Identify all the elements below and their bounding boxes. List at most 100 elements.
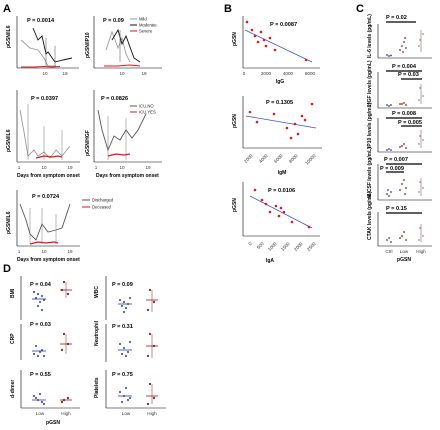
b2-ylabel: pGSN <box>232 114 238 128</box>
panel-c-label: C <box>356 3 364 15</box>
svg-text:0: 0 <box>243 71 246 76</box>
a2-legend: Mild Moderate Severe <box>130 17 157 34</box>
svg-text:Low: Low <box>36 411 45 416</box>
svg-text:2000: 2000 <box>293 241 304 252</box>
svg-text:Low: Low <box>122 411 131 416</box>
c1-ylabel: IL-6 levels (pg/mL) <box>367 14 373 58</box>
svg-text:19: 19 <box>67 165 73 170</box>
panel-d6: Platelets P = 0.75 Low High <box>94 370 166 416</box>
a1-pvalue: P = 0.0014 <box>27 18 55 24</box>
panel-d3: CRP P = 0.03 <box>10 322 72 360</box>
panel-b3: pGSN P = 0.0106 0 500 1000 1500 2000 250… <box>232 182 320 264</box>
svg-text:10: 10 <box>41 165 47 170</box>
d1-ylabel: BMI <box>10 288 16 298</box>
svg-text:Discharged: Discharged <box>92 198 114 203</box>
b3-pvalue: P = 0.0106 <box>268 188 295 194</box>
svg-text:Low: Low <box>400 249 409 254</box>
a3-pvalue: P = 0.0397 <box>31 96 58 102</box>
svg-text:ICU.NO: ICU.NO <box>139 104 154 109</box>
c4-ylabel: M-CSF levels (pg/mL) <box>367 147 373 198</box>
b3-xlabel: IgA <box>266 258 274 264</box>
d-xlabel-left: pGSN <box>46 420 60 426</box>
panel-a3: pGSN/IL6 P = 0.0397 1 10 19 Days from sy… <box>6 90 80 179</box>
panel-b1: pGSN P = 0.0087 0 2000 4000 6000 IgG <box>232 16 320 85</box>
panel-d-label: D <box>3 263 11 275</box>
a5-ylabel: pGSN/IL6 <box>6 211 12 234</box>
c-xlabel: pGSN <box>397 257 411 263</box>
a4-xlabel: Days from symptom onset <box>96 173 159 179</box>
a5-legend: Discharged Deceased <box>82 198 114 210</box>
c3-pvalue-2: P = 0.005 <box>398 120 422 126</box>
svg-text:1: 1 <box>95 165 98 170</box>
svg-text:High: High <box>147 411 157 416</box>
panel-d4: Neutrophil P = 0.31 <box>94 320 158 362</box>
panel-a-label: A <box>3 3 11 15</box>
c3-pvalue-1: P = 0.008 <box>392 111 416 117</box>
svg-text:19: 19 <box>67 249 73 254</box>
d1-pvalue: P = 0.04 <box>30 282 52 288</box>
svg-text:Mild: Mild <box>139 17 147 22</box>
a5-pvalue: P = 0.0724 <box>32 194 60 200</box>
svg-text:10: 10 <box>41 249 47 254</box>
svg-text:0: 0 <box>247 241 253 247</box>
panel-d1: BMI P = 0.04 <box>10 276 72 320</box>
d6-ylabel: Platelets <box>94 377 100 398</box>
panel-d2: WBC P = 0.09 <box>94 276 158 320</box>
svg-text:Moderate: Moderate <box>139 23 157 28</box>
panel-b-label: B <box>224 3 232 15</box>
a3-xlabel: Days from symptom onset <box>17 173 80 179</box>
d3-pvalue: P = 0.03 <box>30 322 51 328</box>
b3-ylabel: pGSN <box>232 198 238 212</box>
svg-text:1: 1 <box>18 249 21 254</box>
svg-text:6000: 6000 <box>305 71 316 76</box>
svg-text:1500: 1500 <box>280 241 291 252</box>
panel-c-plots: IL-6 levels (pg/mL) P = 0.02 HGF levels … <box>367 14 432 263</box>
panel-a4: pGSN/HGF P = 0.0826 ICU.NO ICU.YES 1 10 … <box>85 90 162 179</box>
svg-text:High: High <box>61 411 71 416</box>
c2-ylabel: HGF levels (pg/mL) <box>367 60 373 106</box>
d4-ylabel: Neutrophil <box>94 320 100 346</box>
b1-ylabel: pGSN <box>232 32 238 46</box>
a4-pvalue: P = 0.0826 <box>101 96 128 102</box>
svg-text:Ctrl: Ctrl <box>385 249 392 254</box>
c2-pvalue-1: P = 0.004 <box>392 64 417 70</box>
a5-xlabel: Days from symptom onset <box>17 257 80 263</box>
c2-pvalue-2: P = 0.03 <box>398 72 419 78</box>
a2-pvalue: P = 0.09 <box>103 18 124 24</box>
svg-text:10: 10 <box>42 71 48 76</box>
b2-xlabel: IgM <box>278 170 287 176</box>
svg-text:Deceased: Deceased <box>92 205 112 210</box>
svg-text:19: 19 <box>62 71 68 76</box>
d2-ylabel: WBC <box>94 286 100 298</box>
svg-text:8000: 8000 <box>288 153 299 164</box>
d5-pvalue: P = 0.55 <box>30 372 51 378</box>
d2-pvalue: P = 0.09 <box>112 282 133 288</box>
svg-text:10: 10 <box>119 165 125 170</box>
a4-legend: ICU.NO ICU.YES <box>130 104 156 115</box>
svg-text:10000: 10000 <box>304 153 317 166</box>
svg-text:2500: 2500 <box>306 241 317 252</box>
a2-ylabel: pGSN/IP10 <box>85 32 91 58</box>
c5-pvalue: P = 0.15 <box>386 206 407 212</box>
svg-text:4000: 4000 <box>283 71 294 76</box>
svg-text:500: 500 <box>256 241 265 250</box>
panel-a1: pGSN/IL6 P = 0.0014 10 19 <box>6 16 79 76</box>
d5-ylabel: d-dimer <box>10 380 16 398</box>
panel-a5: pGSN/IL6 P = 0.0724 Discharged Deceased … <box>6 190 114 263</box>
c4-pvalue-2: P = 0.009 <box>380 166 404 172</box>
svg-text:19: 19 <box>141 71 147 76</box>
svg-text:6000: 6000 <box>273 153 284 164</box>
svg-text:2000: 2000 <box>243 153 254 164</box>
a1-ylabel: pGSN/IL6 <box>6 25 12 48</box>
d4-pvalue: P = 0.31 <box>112 324 133 330</box>
svg-text:ICU.YES: ICU.YES <box>139 110 156 115</box>
svg-text:4000: 4000 <box>258 153 269 164</box>
svg-text:Severe: Severe <box>139 29 153 34</box>
d3-ylabel: CRP <box>10 333 16 344</box>
svg-text:High: High <box>416 249 426 254</box>
svg-text:1: 1 <box>18 165 21 170</box>
c4-pvalue-1: P = 0.007 <box>384 157 408 163</box>
svg-text:1000: 1000 <box>267 241 278 252</box>
panel-b2: pGSN P = 0.1305 2000 4000 6000 8000 1000… <box>232 96 322 176</box>
